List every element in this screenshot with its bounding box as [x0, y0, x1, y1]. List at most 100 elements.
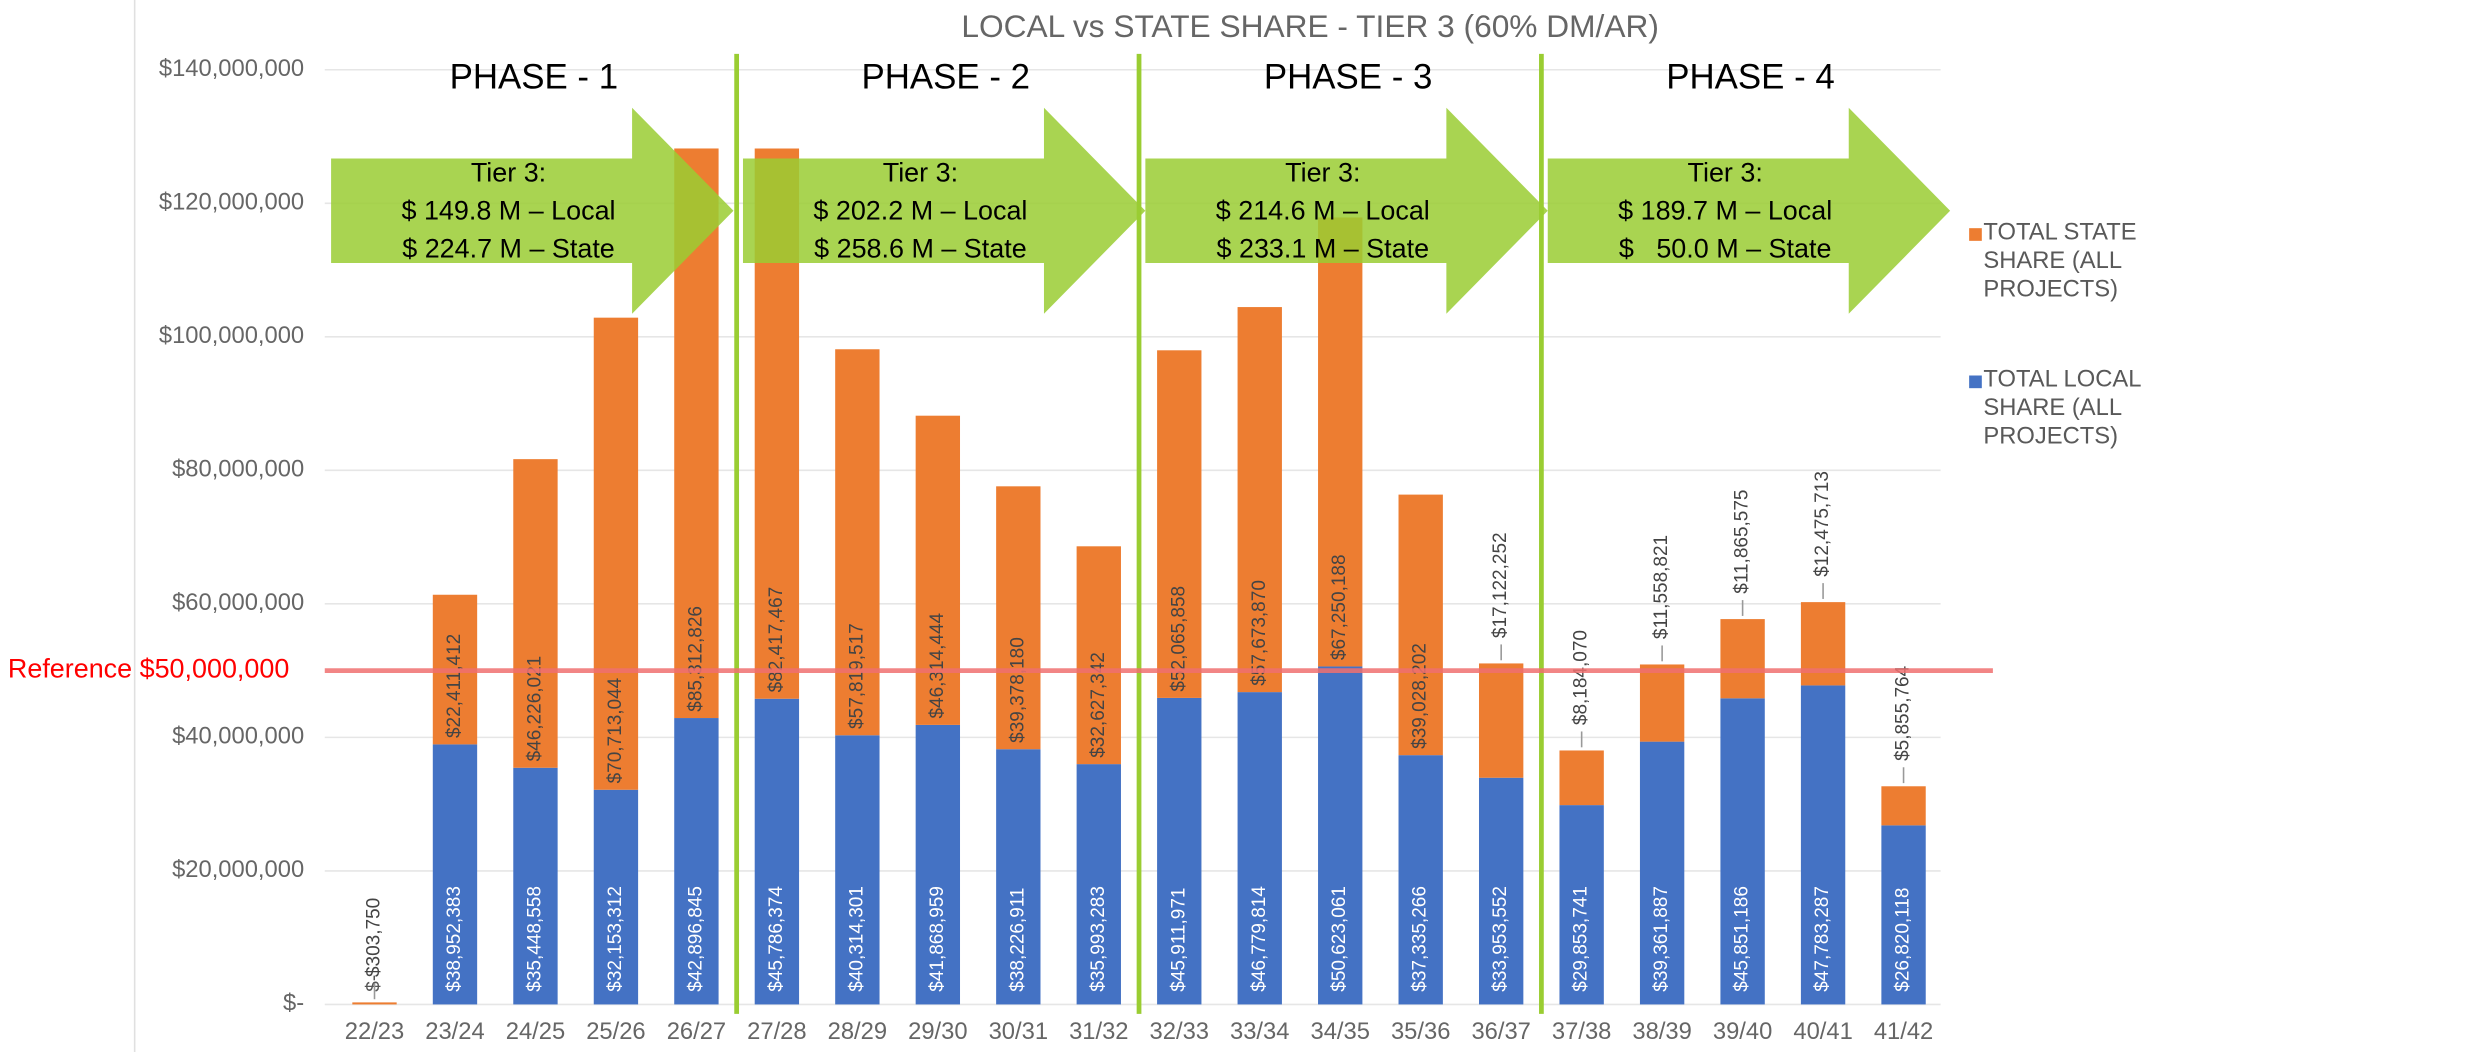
x-tick-label: 31/32	[1069, 1018, 1128, 1045]
data-label: $85,312,826	[685, 606, 706, 712]
y-tick-label: $100,000,000	[159, 322, 304, 349]
data-label: $37,335,266	[1410, 886, 1431, 992]
bar-segment	[1720, 698, 1765, 1005]
data-label: $303,750	[364, 898, 385, 977]
data-label: $39,378,180	[1007, 637, 1028, 743]
bar-segment	[432, 744, 478, 1005]
y-tick-label: $120,000,000	[159, 189, 304, 216]
phase-text: $ 189.7 M – Local	[1618, 195, 1832, 225]
data-label: $5,855,764	[1893, 665, 1914, 761]
data-label: $45,786,374	[766, 886, 787, 992]
x-tick-label: 30/31	[989, 1018, 1048, 1045]
bar-segment	[1318, 666, 1363, 1005]
bar-segment	[352, 1002, 397, 1005]
data-label: $29,853,741	[1571, 886, 1592, 992]
data-label: $39,361,887	[1651, 886, 1672, 992]
bar-segment	[1478, 663, 1524, 778]
data-label: $32,153,312	[605, 886, 626, 992]
y-tick-label: $140,000,000	[159, 55, 304, 82]
bar-segment	[1076, 546, 1121, 765]
x-tick-label: 34/35	[1311, 1018, 1370, 1045]
data-label: $67,250,188	[1329, 554, 1350, 660]
data-label: $12,475,713	[1812, 471, 1833, 577]
data-label: $17,122,252	[1490, 532, 1511, 638]
bar-segment	[1157, 350, 1202, 698]
bar-segment	[593, 789, 639, 1005]
data-label: $39,028,202	[1410, 643, 1431, 749]
phase-text: $ 50.0 M – State	[1619, 233, 1832, 263]
bar-segment	[835, 735, 880, 1005]
legend-label: TOTAL STATE SHARE (ALL PROJECTS)	[1983, 218, 2137, 303]
phase-arrow	[1547, 107, 1951, 314]
bar-segment	[1881, 825, 1926, 1005]
x-tick-label: 32/33	[1150, 1018, 1209, 1045]
data-label: $41,868,959	[927, 886, 948, 992]
x-tick-label: 26/27	[667, 1018, 726, 1045]
data-label: $38,952,383	[444, 886, 465, 992]
phase-text: $ 202.2 M – Local	[813, 195, 1027, 225]
bar-segment	[996, 486, 1041, 750]
bar-segment	[513, 459, 558, 768]
x-tick-label: 38/39	[1632, 1018, 1691, 1045]
bar-segment	[1478, 777, 1524, 1005]
bar-segment	[1881, 786, 1926, 826]
bar-segment	[1398, 494, 1443, 756]
data-label: $70,713,044	[605, 677, 626, 783]
x-tick-label: 35/36	[1391, 1018, 1450, 1045]
y-tick-label: $40,000,000	[172, 723, 304, 750]
bar-segment	[754, 698, 800, 1005]
data-label: $11,865,575	[1732, 489, 1753, 593]
x-tick-label: 40/41	[1793, 1018, 1852, 1045]
x-tick-label: 41/42	[1874, 1018, 1933, 1045]
data-label: $35,448,558	[524, 886, 545, 992]
phase-arrow	[1145, 107, 1548, 314]
bar-segment	[513, 767, 558, 1005]
bar-segment	[1076, 764, 1121, 1005]
phase-text: $ 258.6 M – State	[814, 233, 1027, 263]
y-tick-label: $-	[283, 990, 304, 1017]
data-label: $57,673,870	[1249, 580, 1270, 686]
data-label: $82,417,467	[766, 587, 787, 693]
reference-label: Reference $50,000,000	[8, 654, 289, 684]
legend-swatch	[1969, 228, 1982, 241]
bar-segment	[996, 749, 1041, 1005]
phase-title: PHASE - 1	[450, 57, 618, 96]
phase-title: PHASE - 4	[1666, 57, 1834, 96]
x-tick-label: 27/28	[747, 1018, 806, 1045]
bar-segment	[1318, 217, 1363, 667]
bar-segment	[1720, 619, 1765, 699]
bar-segment	[1639, 664, 1685, 742]
phase-text: Tier 3:	[1285, 157, 1360, 187]
y-tick-label: $80,000,000	[172, 456, 304, 483]
data-label: $45,911,971	[1168, 888, 1189, 992]
data-label: $57,819,517	[846, 623, 867, 729]
data-label: $8,184,070	[1571, 630, 1592, 725]
data-label: $42,896,845	[685, 886, 706, 992]
phase-title: PHASE - 2	[862, 57, 1030, 96]
bar-segment	[1157, 697, 1202, 1005]
legend-entry: TOTAL STATE SHARE (ALL PROJECTS)	[1983, 218, 2137, 303]
x-tick-label: 24/25	[506, 1018, 565, 1045]
bar-segment	[1237, 307, 1282, 693]
phase-text: Tier 3:	[471, 157, 546, 187]
phase-arrow	[742, 107, 1146, 314]
bar-segment	[1639, 741, 1685, 1005]
legend-entry: TOTAL LOCAL SHARE (ALL PROJECTS)	[1983, 365, 2141, 450]
data-label: $40,314,301	[846, 886, 867, 992]
data-label: $11,558,821	[1651, 535, 1672, 639]
data-label: $38,226,911	[1007, 888, 1028, 992]
bar-segment	[915, 415, 961, 725]
data-label: $45,851,186	[1732, 886, 1753, 992]
x-tick-label: 37/38	[1552, 1018, 1611, 1045]
bar-segment	[1398, 755, 1443, 1005]
bar-segment	[915, 724, 961, 1005]
data-label: $46,314,444	[927, 612, 948, 718]
chart-title: LOCAL vs STATE SHARE - TIER 3 (60% DM/AR…	[961, 8, 1659, 44]
data-label: $46,779,814	[1249, 886, 1270, 992]
y-tick-label: $60,000,000	[172, 589, 304, 616]
data-label: $52,065,858	[1168, 586, 1189, 692]
legend-swatch	[1969, 375, 1982, 389]
legend-label: TOTAL LOCAL SHARE (ALL PROJECTS)	[1983, 365, 2141, 450]
data-label: $47,783,287	[1812, 886, 1833, 992]
